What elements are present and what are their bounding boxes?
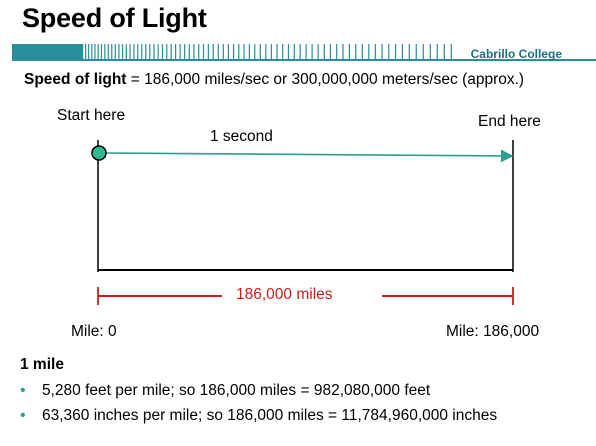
bullet-icon: •: [20, 407, 26, 424]
list-item: • 5,280 feet per mile; so 186,000 miles =…: [18, 381, 497, 406]
header-band: [12, 44, 596, 61]
time-label: 1 second: [210, 128, 273, 145]
speed-of-light-label: Speed of light: [24, 71, 127, 88]
bullet-list: • 5,280 feet per mile; so 186,000 miles =…: [18, 381, 497, 431]
speed-of-light-values: = 186,000 miles/sec or 300,000,000 meter…: [126, 71, 525, 88]
start-label: Start here: [57, 107, 126, 124]
distance-label: 186,000 miles: [236, 286, 333, 303]
list-item: • 63,360 inches per mile; so 186,000 mile…: [18, 406, 497, 431]
section-heading: 1 mile: [20, 356, 64, 373]
end-label: End here: [478, 113, 541, 130]
light-source-dot: [91, 145, 107, 161]
mile-end-label: Mile: 186,000: [446, 323, 540, 340]
diagram-graphic: [91, 140, 514, 305]
bullet-icon: •: [20, 382, 26, 399]
speed-of-light-statement: Speed of light = 186,000 miles/sec or 30…: [24, 71, 524, 89]
mile-start-label: Mile: 0: [71, 323, 117, 340]
light-travel-diagram: Start here End here 1 second 186,000 mil…: [0, 100, 596, 350]
bullet-text: 63,360 inches per mile; so 186,000 miles…: [42, 407, 498, 424]
bullet-text: 5,280 feet per mile; so 186,000 miles = …: [42, 382, 431, 399]
college-name: Cabrillo College: [470, 47, 562, 61]
travel-arrow: [104, 149, 514, 163]
slide-title: Speed of Light: [22, 3, 207, 33]
